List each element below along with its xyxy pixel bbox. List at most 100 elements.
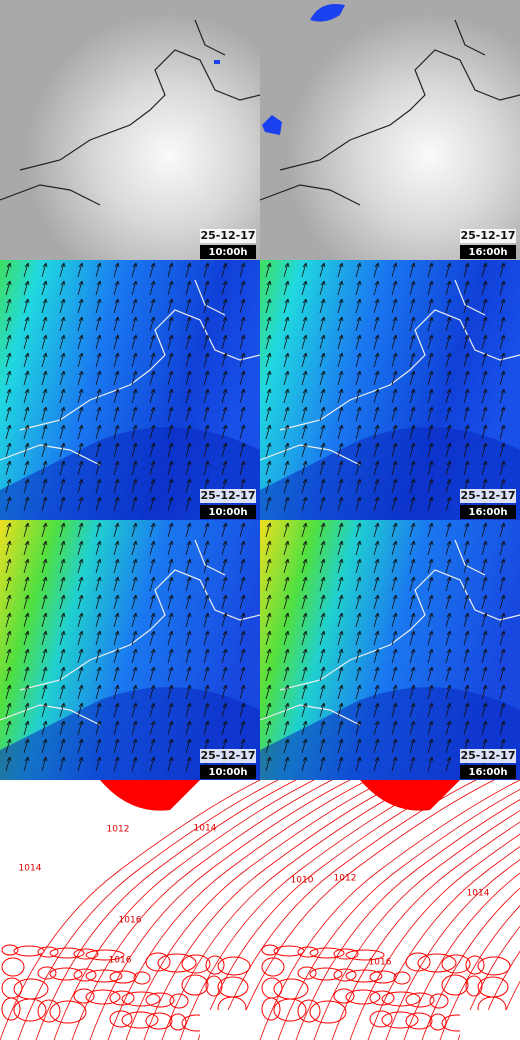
- wind-arrow: [481, 702, 488, 718]
- isobar-label: 1010: [291, 876, 314, 886]
- wind-arrow: [5, 648, 12, 664]
- wind-arrow: [481, 298, 488, 314]
- wind-arrow: [41, 298, 48, 314]
- wind-patch: [260, 427, 520, 520]
- blank-box: [460, 1010, 516, 1040]
- wind-arrow: [23, 478, 30, 494]
- wind-arrow: [41, 630, 48, 646]
- wind-arrow: [337, 460, 344, 476]
- wind-arrow: [5, 388, 12, 404]
- wind-arrow: [265, 298, 272, 314]
- wind-arrow: [77, 370, 84, 386]
- date-box: [460, 229, 516, 243]
- wind-arrow: [391, 388, 398, 404]
- wind-arrow: [239, 442, 246, 458]
- wind-arrow: [445, 558, 452, 574]
- wind-arrow: [113, 612, 120, 628]
- wind-arrow: [283, 424, 290, 440]
- isobar-cluster: [429, 993, 449, 1009]
- wind-arrow: [23, 666, 30, 682]
- isobar-cluster: [309, 947, 345, 959]
- wind-arrow: [113, 298, 120, 314]
- wind-arrow: [221, 648, 228, 664]
- isobar-cluster: [345, 949, 385, 961]
- wind-arrow: [391, 630, 398, 646]
- date-label: 25-12-17: [460, 229, 515, 242]
- wind-arrow: [463, 262, 470, 278]
- wind-arrow: [301, 522, 308, 538]
- isobar-cluster: [441, 974, 469, 996]
- wind-arrow: [131, 630, 138, 646]
- wind-arrow: [355, 478, 362, 494]
- wind-arrow: [203, 612, 210, 628]
- wind-arrow: [463, 352, 470, 368]
- isobar: [421, 887, 520, 1040]
- wind-arrow: [77, 522, 84, 538]
- isobar-cluster: [393, 971, 411, 985]
- wind-arrow: [131, 496, 138, 512]
- coastline: [0, 539, 261, 726]
- wind-arrow: [239, 334, 246, 350]
- wind-arrow: [463, 460, 470, 476]
- time-label: 16:00h: [469, 767, 508, 778]
- wind-arrow: [283, 370, 290, 386]
- wind-arrow: [77, 496, 84, 512]
- isobar-cluster: [1, 957, 25, 977]
- wind-arrow: [445, 424, 452, 440]
- isobar-cluster: [405, 992, 435, 1008]
- wind-arrow: [131, 756, 138, 772]
- wind-arrow: [427, 540, 434, 556]
- wind-arrow: [131, 280, 138, 296]
- wind-arrow: [5, 630, 12, 646]
- wind-arrow: [301, 262, 308, 278]
- isobar-label: 1016: [109, 956, 132, 966]
- wind-arrow: [445, 594, 452, 610]
- wind-arrow: [499, 424, 506, 440]
- wind-arrow: [355, 424, 362, 440]
- wind-arrow: [355, 756, 362, 772]
- wind-arrow: [355, 496, 362, 512]
- wind-arrow: [391, 738, 398, 754]
- wind-arrow: [499, 460, 506, 476]
- wind-arrow: [113, 702, 120, 718]
- wind-arrow: [149, 594, 156, 610]
- wind-arrow: [113, 334, 120, 350]
- wind-arrow: [499, 442, 506, 458]
- wind-arrow: [95, 442, 102, 458]
- wind-arrow: [113, 540, 120, 556]
- wind-arrow: [373, 666, 380, 682]
- wind-arrow: [463, 280, 470, 296]
- wind-arrow: [265, 522, 272, 538]
- wind-arrow: [95, 720, 102, 736]
- wind-arrow: [113, 594, 120, 610]
- wind-arrow: [221, 280, 228, 296]
- wind-arrow: [41, 702, 48, 718]
- wind-arrow: [131, 334, 138, 350]
- isobar-cluster: [121, 991, 161, 1007]
- wind-arrow: [185, 478, 192, 494]
- wind-arrow: [203, 576, 210, 592]
- wind-arrow: [131, 540, 138, 556]
- wind-arrow: [373, 352, 380, 368]
- wind-arrow: [167, 540, 174, 556]
- wind-arrow: [95, 496, 102, 512]
- wind-arrow: [149, 460, 156, 476]
- wind-arrow: [283, 684, 290, 700]
- wind-arrow: [409, 522, 416, 538]
- wind-arrow: [239, 262, 246, 278]
- wind-arrow: [95, 352, 102, 368]
- wind-arrow: [95, 666, 102, 682]
- wind-arrow: [355, 720, 362, 736]
- wind-arrow: [481, 262, 488, 278]
- wind-arrow: [149, 298, 156, 314]
- wind-arrow: [265, 460, 272, 476]
- wind-arrow: [445, 738, 452, 754]
- wind-arrow: [409, 702, 416, 718]
- wind-arrow: [95, 594, 102, 610]
- wind-arrow: [355, 594, 362, 610]
- wind-arrow: [185, 558, 192, 574]
- wind-arrow: [23, 442, 30, 458]
- wind-arrow: [301, 630, 308, 646]
- wind-arrow: [23, 352, 30, 368]
